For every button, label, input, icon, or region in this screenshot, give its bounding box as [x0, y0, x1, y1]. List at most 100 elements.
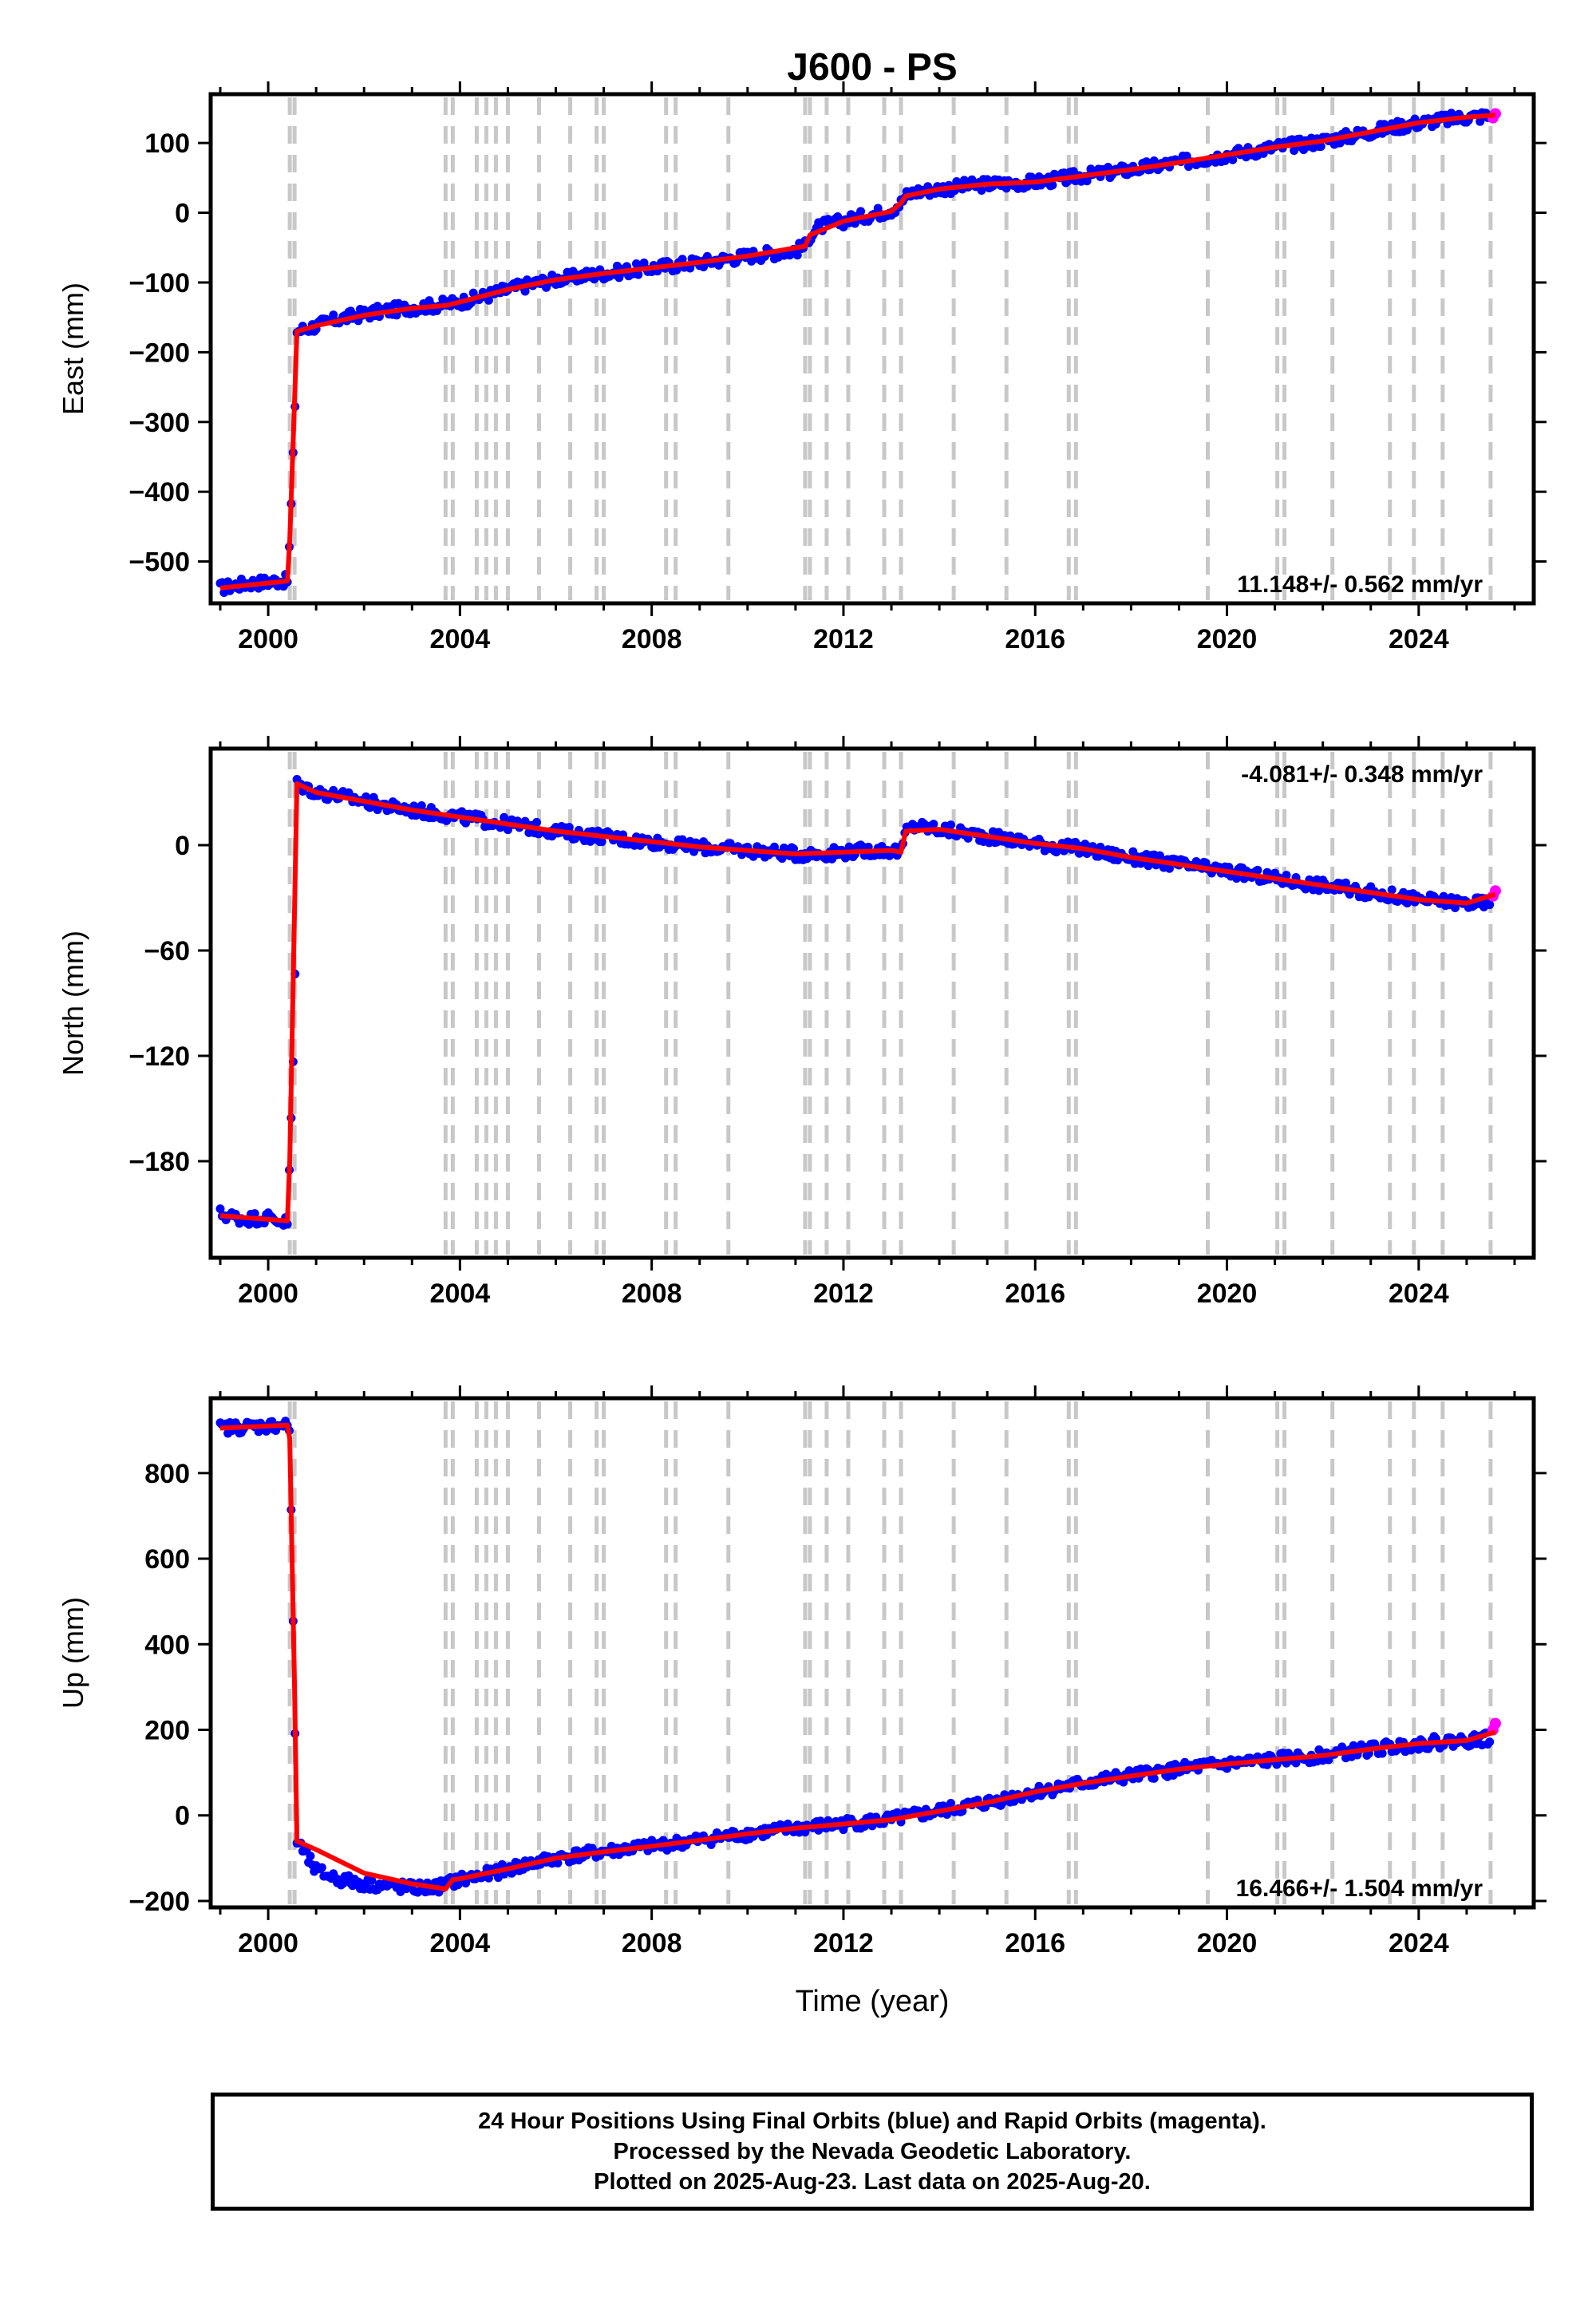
- data-point-final: [1228, 155, 1238, 164]
- x-tick-label: 2024: [1389, 1928, 1449, 1958]
- footer-note-box: 24 Hour Positions Using Final Orbits (bl…: [211, 2093, 1534, 2211]
- data-point-final: [484, 295, 493, 305]
- data-point-final: [1290, 146, 1299, 156]
- x-tick-label: 2000: [238, 624, 298, 654]
- y-tick-label: −500: [128, 547, 190, 578]
- y-tick-label: 100: [144, 128, 190, 159]
- data-point-final: [1232, 874, 1242, 883]
- data-point-final: [1164, 864, 1174, 873]
- data-point-final: [1377, 1749, 1387, 1758]
- data-point-final: [699, 262, 709, 271]
- data-point-final: [503, 825, 512, 835]
- data-point-final: [788, 844, 798, 854]
- data-point-final: [1253, 865, 1262, 875]
- y-tick-label: 200: [144, 1716, 190, 1746]
- footer-line-2: Processed by the Nevada Geodetic Laborat…: [613, 2139, 1132, 2164]
- panel-frame: [208, 746, 1536, 1260]
- x-tick-label: 2016: [1005, 1928, 1065, 1958]
- data-point-final: [792, 251, 802, 260]
- x-tick-label: 2012: [813, 1279, 874, 1309]
- y-tick-label: 0: [175, 199, 190, 229]
- data-point-final: [1485, 1737, 1495, 1747]
- x-tick-label: 2016: [1005, 624, 1065, 654]
- data-point-final: [1104, 162, 1113, 172]
- model-line: [219, 781, 1496, 1223]
- y-tick-label: −300: [128, 408, 190, 438]
- chart-title: J600 - PS: [787, 46, 957, 89]
- y-tick-label: −400: [128, 477, 190, 508]
- y-tick-label: 800: [144, 1459, 190, 1489]
- data-point-final: [564, 823, 574, 832]
- data-point-final: [500, 812, 509, 822]
- x-tick-label: 2004: [430, 1279, 491, 1309]
- data-point-final: [1291, 1758, 1301, 1768]
- data-point-final: [1450, 903, 1460, 913]
- x-tick-label: 2012: [813, 1928, 874, 1958]
- data-point-final: [215, 1204, 225, 1214]
- panel-north: 2000 2004 2008 2012 2016 2020 2024 −180 −120 −60 0…: [57, 736, 1547, 1309]
- footer-line-1: 24 Hour Positions Using Final Orbits (bl…: [478, 2109, 1266, 2134]
- data-point-final: [678, 255, 687, 264]
- data-point-final: [1144, 861, 1153, 871]
- data-point-final: [1171, 1760, 1180, 1769]
- x-tick-label: 2020: [1197, 1928, 1258, 1958]
- data-point-final: [417, 801, 426, 811]
- data-point-final: [634, 270, 643, 279]
- data-point-final: [597, 837, 606, 847]
- x-tick-label: 2008: [622, 1928, 682, 1958]
- x-tick-label: 2020: [1197, 624, 1258, 654]
- footer-line-3: Plotted on 2025-Aug-23. Last data on 202…: [594, 2169, 1151, 2195]
- y-tick-label: 0: [175, 831, 190, 861]
- data-point-final: [1149, 1773, 1159, 1783]
- rate-label: 11.148+/- 0.562 mm/yr: [1237, 571, 1483, 598]
- data-point-final: [317, 1863, 326, 1872]
- y-axis-label: Up (mm): [57, 1597, 89, 1709]
- y-tick-label: 0: [175, 1801, 190, 1832]
- data-point-final: [1485, 900, 1495, 910]
- data-point-final: [946, 1798, 956, 1808]
- data-point-final: [1316, 141, 1325, 151]
- data-point-final: [1341, 878, 1351, 887]
- data-point-rapid: [1489, 1717, 1501, 1729]
- data-point-final: [1402, 899, 1412, 908]
- y-tick-label: −100: [128, 268, 190, 298]
- data-point-final: [946, 820, 956, 830]
- rate-label: 16.466+/- 1.504 mm/yr: [1236, 1875, 1483, 1902]
- data-point-final: [1048, 180, 1057, 190]
- rate-label: -4.081+/- 0.348 mm/yr: [1241, 761, 1483, 788]
- x-tick-label: 2024: [1389, 1279, 1449, 1309]
- data-point-final: [873, 204, 883, 213]
- data-point-final: [367, 1875, 377, 1885]
- x-tick-label: 2008: [622, 624, 682, 654]
- data-point-final: [520, 287, 530, 296]
- y-tick-label: −180: [128, 1147, 190, 1177]
- x-tick-label: 2020: [1197, 1279, 1258, 1309]
- panel-frame: [208, 92, 1536, 606]
- data-point-final: [929, 820, 938, 829]
- x-tick-label: 2000: [238, 1279, 298, 1309]
- data-point-final: [553, 1858, 563, 1867]
- data-point-final: [977, 186, 986, 196]
- y-tick-label: −200: [128, 1887, 190, 1917]
- y-axis-label: East (mm): [57, 283, 89, 415]
- y-tick-label: −200: [128, 338, 190, 368]
- panel-east: 2000 2004 2008 2012 2016 2020 2024 −500 −400 −300…: [57, 81, 1547, 654]
- data-point-final: [531, 817, 541, 827]
- data-point-final: [1335, 138, 1345, 148]
- data-point-final: [1387, 885, 1396, 895]
- x-tick-label: 2024: [1389, 624, 1449, 654]
- data-point-final: [329, 310, 338, 320]
- x-tick-label: 2008: [622, 1279, 682, 1309]
- panel-frame: [208, 1396, 1536, 1910]
- data-point-final: [856, 207, 866, 216]
- y-axis-label: North (mm): [57, 931, 89, 1076]
- x-axis-label: Time (year): [796, 1985, 950, 2018]
- x-tick-label: 2004: [430, 624, 491, 654]
- x-tick-label: 2012: [813, 624, 874, 654]
- y-tick-label: 600: [144, 1544, 190, 1575]
- data-point-final: [678, 835, 687, 844]
- data-point-final: [484, 1873, 493, 1883]
- model-line: [219, 113, 1496, 591]
- model-line: [219, 1422, 1496, 1891]
